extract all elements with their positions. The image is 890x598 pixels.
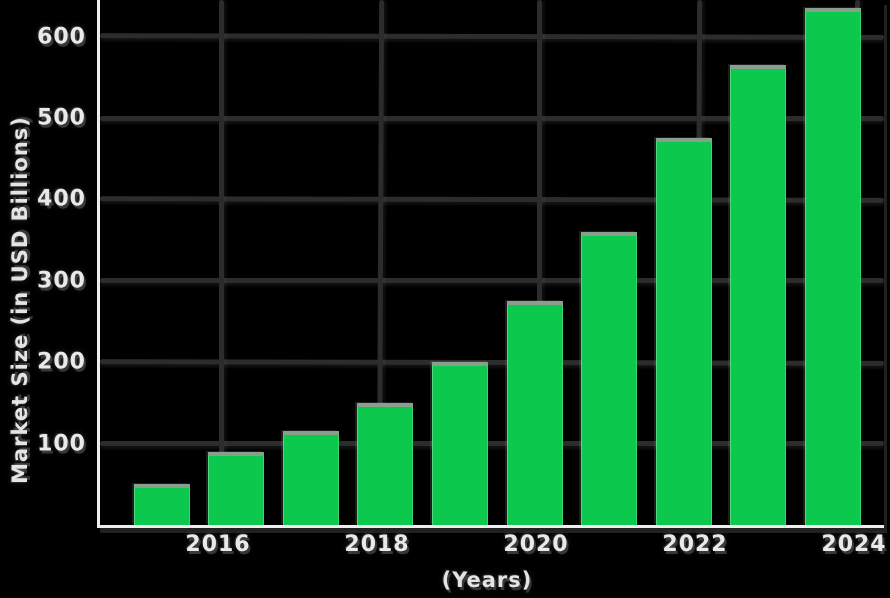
bar-2022 <box>655 138 712 525</box>
x-tick-2022: 2022 <box>662 532 728 557</box>
bar-2019 <box>431 362 488 525</box>
bar-2016 <box>208 451 265 525</box>
gridline-x-2020 <box>536 0 542 525</box>
x-tick-2024: 2024 <box>821 532 887 557</box>
bar-2023 <box>730 65 787 525</box>
y-tick-300: 300 <box>37 268 86 294</box>
x-axis-title: (Years) <box>441 568 533 592</box>
y-tick-600: 600 <box>37 24 86 50</box>
y-tick-400: 400 <box>37 186 86 212</box>
gridline-y-300 <box>100 278 884 284</box>
x-tick-2020: 2020 <box>503 532 569 557</box>
y-tick-100: 100 <box>37 431 86 457</box>
plot-area <box>97 0 885 528</box>
x-tick-2018: 2018 <box>344 532 410 557</box>
y-tick-500: 500 <box>37 105 86 131</box>
y-tick-200: 200 <box>37 349 86 375</box>
gridline-x-2016 <box>218 0 224 525</box>
bar-2024 <box>804 8 861 525</box>
bar-2017 <box>282 431 339 525</box>
gridline-y-100 <box>100 441 884 447</box>
bar-2015 <box>133 484 190 525</box>
bar-2018 <box>357 402 414 525</box>
y-axis-title: Market Size (in USD Billions) <box>8 116 32 484</box>
bar-2021 <box>581 231 638 525</box>
bar-2020 <box>506 301 563 525</box>
gridline-y-600 <box>99 33 885 40</box>
x-tick-2016: 2016 <box>185 532 251 557</box>
gridline-y-500 <box>100 115 884 121</box>
